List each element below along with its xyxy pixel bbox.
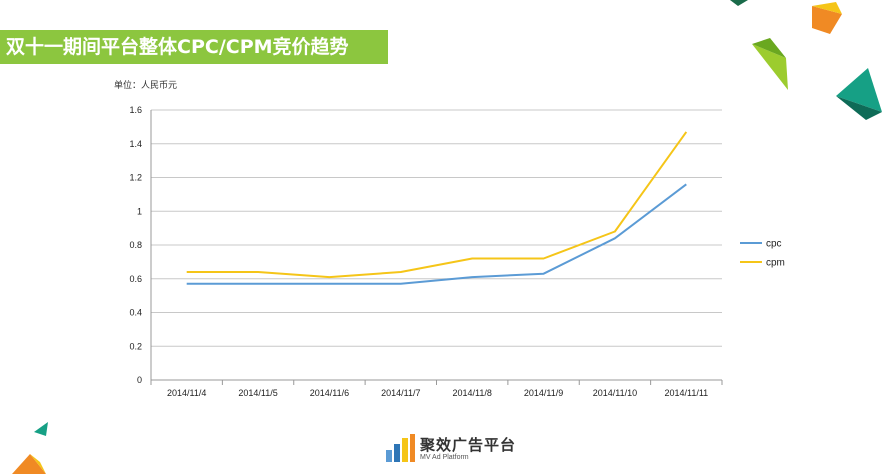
- x-tick-label: 2014/11/6: [310, 388, 349, 398]
- x-tick-label: 2014/11/5: [238, 388, 277, 398]
- unit-note: 单位：人民币元: [114, 81, 178, 91]
- x-tick-label: 2014/11/8: [453, 388, 492, 398]
- y-tick-label: 1.2: [129, 173, 142, 183]
- legend-label-cpc: cpc: [766, 239, 782, 250]
- y-tick-label: 1.6: [129, 105, 142, 115]
- logo-subtitle: MV Ad Platform: [420, 454, 469, 461]
- grid-lines: [151, 109, 722, 347]
- slide-title: 双十一期间平台整体CPC/CPM竞价趋势: [0, 30, 388, 64]
- series-lines: [186, 131, 688, 285]
- y-tick-label: 1.4: [129, 139, 142, 149]
- brand-logo: 聚效广告平台 MV Ad Platform: [384, 432, 517, 466]
- y-tick-label: 0.4: [129, 308, 142, 318]
- x-tick-label: 2014/11/4: [167, 388, 206, 398]
- legend: cpc cpm: [740, 239, 785, 269]
- bar-chart-logo-icon: [386, 434, 415, 462]
- series-line-cpc: [186, 183, 687, 285]
- logo-name: 聚效广告平台: [420, 436, 517, 454]
- x-tick-label: 2014/11/10: [593, 388, 637, 398]
- legend-label-cpm: cpm: [766, 258, 785, 269]
- y-tick-label: 0.6: [129, 274, 142, 284]
- y-tick-label: 0.8: [129, 240, 142, 250]
- y-tick-label: 0.2: [129, 341, 142, 351]
- y-tick-label: 0: [137, 375, 142, 385]
- series-line-cpm: [186, 131, 688, 279]
- x-tick-label: 2014/11/9: [524, 388, 563, 398]
- y-tick-labels: 0 0.2 0.4 0.6 0.8 1 1.2 1.4 1.6: [129, 105, 142, 385]
- x-tick-labels: 2014/11/4 2014/11/5 2014/11/6 2014/11/7 2014…: [167, 388, 708, 398]
- axes: [150, 110, 723, 385]
- x-tick-label: 2014/11/7: [381, 388, 420, 398]
- x-tick-label: 2014/11/11: [664, 388, 708, 398]
- y-tick-label: 1: [137, 206, 142, 216]
